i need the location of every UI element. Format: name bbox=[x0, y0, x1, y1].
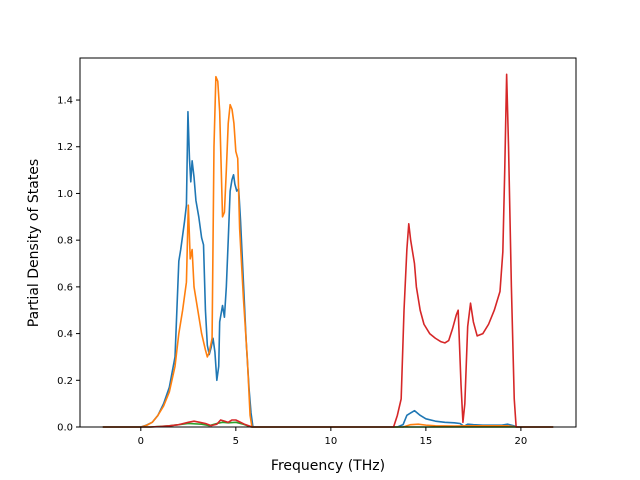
x-tick-label: 20 bbox=[515, 436, 528, 447]
y-tick-label: 0.2 bbox=[57, 376, 73, 387]
x-axis-label: Frequency (THz) bbox=[271, 458, 385, 474]
series-lines bbox=[102, 73, 554, 428]
x-tick-label: 10 bbox=[324, 436, 337, 447]
y-tick-label: 0.4 bbox=[57, 329, 73, 340]
x-tick-label: 0 bbox=[138, 436, 144, 447]
x-axis-ticks: 0 5 10 15 20 bbox=[138, 427, 528, 447]
y-tick-label: 1.0 bbox=[57, 189, 73, 200]
series-line-4 bbox=[102, 73, 554, 428]
plot-frame bbox=[79, 57, 577, 428]
y-axis-ticks: 0.0 0.2 0.4 0.6 0.8 1.0 1.2 1.4 bbox=[57, 96, 80, 434]
x-tick-label: 15 bbox=[420, 436, 433, 447]
y-tick-label: 0.0 bbox=[57, 423, 73, 434]
y-tick-label: 0.8 bbox=[57, 236, 73, 247]
y-axis-label: Partial Density of States bbox=[26, 159, 42, 327]
y-tick-label: 1.2 bbox=[57, 142, 73, 153]
series-line-2 bbox=[102, 75, 554, 428]
y-tick-label: 0.6 bbox=[57, 282, 73, 293]
x-tick-label: 5 bbox=[233, 436, 239, 447]
y-tick-label: 1.4 bbox=[57, 96, 73, 107]
series-line-1 bbox=[102, 110, 554, 428]
